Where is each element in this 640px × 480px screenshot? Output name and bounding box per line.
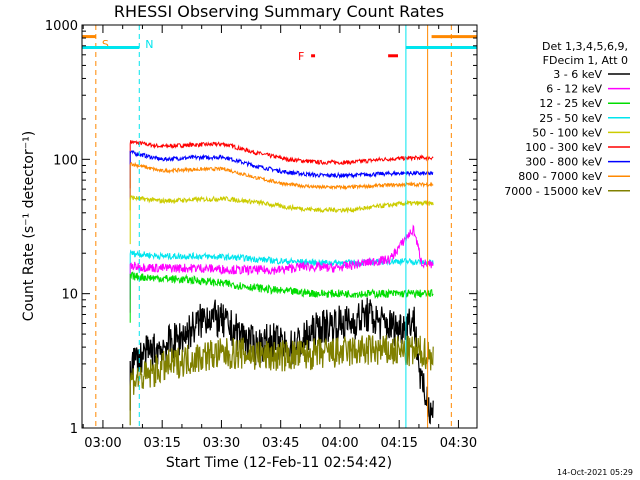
series-line-3-6keV — [129, 297, 434, 425]
series-line-800-7000keV — [129, 161, 434, 211]
x-tick-label: 04:30 — [440, 436, 477, 451]
x-axis-label: Start Time (12-Feb-11 02:54:42) — [166, 455, 392, 471]
series-line-6-12keV — [129, 224, 434, 313]
marker-label-S: S — [102, 38, 109, 51]
flare-label: F — [298, 50, 304, 63]
legend: Det 1,3,4,5,6,9,FDecim 1, Att 03 - 6 keV… — [504, 40, 630, 198]
legend-entry-label: 300 - 800 keV — [525, 156, 602, 169]
chart-title: RHESSI Observing Summary Count Rates — [114, 2, 444, 21]
legend-entry-label: 50 - 100 keV — [532, 126, 602, 139]
legend-entry-label: 800 - 7000 keV — [518, 170, 602, 183]
x-tick-label: 03:30 — [203, 436, 240, 451]
y-tick-label: 1000 — [45, 19, 78, 34]
x-tick-label: 04:00 — [321, 436, 358, 451]
x-tick-label: 03:45 — [262, 436, 299, 451]
axes: 03:00 03:15 03:30 03:45 04:00 04:15 04:30 1 10 10… — [45, 19, 477, 451]
plot-markers: S NF — [82, 25, 477, 428]
footer-date: 14-Oct-2021 05:29 — [557, 468, 633, 477]
series-line-7000-15000keV — [129, 334, 434, 426]
legend-entry-label: 12 - 25 keV — [539, 97, 602, 110]
legend-entry-label: 100 - 300 keV — [525, 141, 602, 154]
legend-entry-label: 7000 - 15000 keV — [504, 185, 602, 198]
legend-header-1: Det 1,3,4,5,6,9, — [542, 40, 628, 53]
marker-label-N: N — [145, 38, 153, 51]
y-tick-label: 10 — [61, 288, 78, 303]
legend-entry-label: 3 - 6 keV — [553, 68, 602, 81]
legend-entry-label: 6 - 12 keV — [546, 83, 602, 96]
y-axis-label: Count Rate (s⁻¹ detector⁻¹) — [21, 131, 37, 321]
legend-entry-label: 25 - 50 keV — [539, 112, 602, 125]
series-line-12-25keV — [129, 271, 434, 323]
series-line-100-300keV — [129, 139, 434, 189]
x-tick-label: 03:15 — [143, 436, 180, 451]
y-tick-label: 100 — [53, 153, 78, 168]
series-line-300-800keV — [129, 150, 434, 199]
legend-header-2: FDecim 1, Att 0 — [543, 54, 628, 67]
plot-frame — [81, 24, 478, 429]
y-tick-label: 1 — [70, 422, 78, 437]
series-line-50-100keV — [129, 194, 434, 245]
x-tick-label: 03:00 — [84, 436, 121, 451]
plot-series — [129, 139, 434, 426]
x-tick-label: 04:15 — [380, 436, 417, 451]
